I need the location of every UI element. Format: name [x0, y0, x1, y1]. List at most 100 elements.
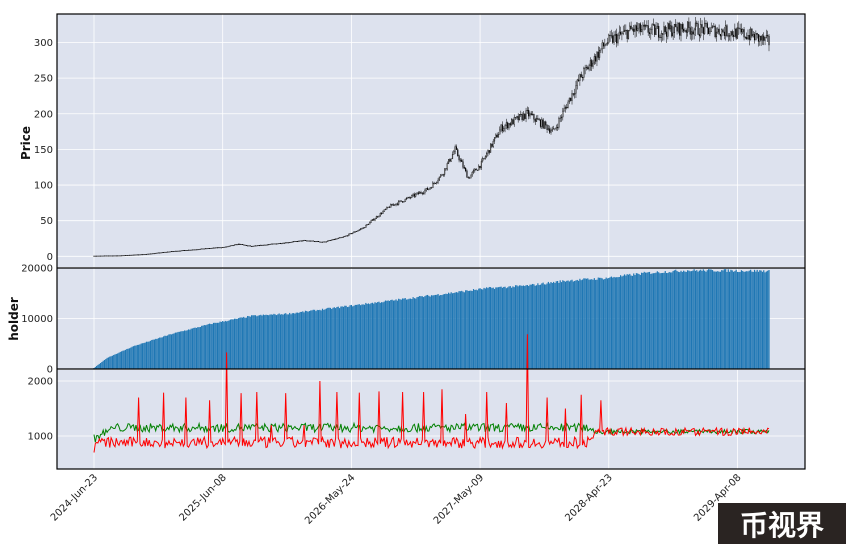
holder-bar	[195, 327, 198, 369]
price-candle-body	[727, 35, 729, 37]
price-candle-body	[764, 37, 766, 41]
price-candle-body	[142, 254, 144, 256]
price-candle-body	[516, 116, 518, 118]
holder-bar	[254, 315, 257, 369]
price-candle-body	[491, 143, 493, 147]
price-candle-body	[651, 24, 653, 30]
price-candle-body	[100, 255, 102, 257]
price-candle-body	[405, 198, 408, 200]
price-candle-body	[734, 28, 736, 37]
holder-bar	[693, 269, 695, 369]
price-candle-body	[306, 240, 308, 242]
price-candle-body	[211, 247, 213, 249]
price-candle-body	[575, 85, 577, 94]
holder-bar	[135, 345, 137, 369]
price-candle-body	[103, 255, 106, 257]
holder-bar	[223, 321, 225, 369]
holder-bar	[595, 279, 597, 369]
holder-bar	[398, 298, 400, 369]
price-candle-body	[156, 252, 158, 254]
holder-bar	[124, 349, 127, 369]
price-candle-body	[113, 255, 115, 257]
price-candle-body	[274, 243, 276, 245]
holder-bar	[606, 278, 609, 369]
price-candle-body	[671, 25, 673, 37]
holder-bar	[767, 270, 769, 369]
price-candle-body	[445, 168, 447, 170]
price-candle-body	[328, 240, 330, 242]
price-candle-body	[233, 244, 236, 246]
price-candle-body	[273, 243, 275, 245]
price-candle-body	[650, 29, 652, 34]
holder-bar	[428, 295, 430, 369]
holder-bar	[387, 300, 389, 369]
holder-bar	[396, 300, 398, 369]
price-candle-body	[383, 209, 385, 212]
price-candle-body	[747, 35, 749, 40]
price-candle-body	[197, 249, 199, 251]
price-candle-body	[759, 36, 761, 42]
holder-bar	[214, 322, 216, 369]
holder-bar	[289, 312, 291, 369]
price-candle-body	[687, 21, 689, 33]
holder-bar	[739, 271, 741, 369]
y-tick-label: 0	[47, 252, 53, 263]
price-candle-body	[768, 35, 770, 46]
holder-bar	[684, 271, 686, 369]
price-candle-body	[219, 247, 221, 249]
holder-bar	[164, 335, 166, 369]
x-tick-label: 2024-Jun-23	[49, 472, 100, 523]
price-candle-body	[479, 165, 481, 168]
holder-bar	[717, 271, 719, 369]
price-candle-body	[522, 113, 524, 121]
price-candle-body	[134, 254, 136, 256]
price-candle-body	[684, 30, 686, 32]
holder-bar	[541, 283, 543, 369]
price-candle-body	[591, 60, 593, 67]
holder-bar	[189, 329, 191, 369]
price-axis-label: Price	[19, 126, 33, 160]
price-candle-body	[287, 242, 289, 244]
price-candle-body	[578, 79, 580, 81]
price-candle-body	[140, 254, 142, 256]
price-candle-body	[258, 245, 261, 247]
holder-bar	[542, 282, 544, 369]
holder-bar	[429, 296, 431, 369]
holder-bar	[533, 284, 535, 369]
price-candle-body	[185, 250, 187, 252]
price-candle-body	[551, 128, 553, 131]
activity-panel	[57, 370, 805, 469]
holder-bar	[496, 287, 498, 369]
holder-bar	[321, 308, 324, 369]
holder-bar	[350, 304, 352, 369]
price-candle-body	[205, 248, 207, 250]
holder-bar	[511, 287, 513, 369]
price-candle-body	[392, 204, 394, 206]
price-candle-body	[349, 233, 351, 235]
price-candle-body	[579, 74, 581, 81]
price-candle-body	[222, 246, 224, 248]
price-candle-body	[588, 65, 590, 70]
holder-bar	[757, 271, 760, 369]
holder-bar	[191, 328, 194, 369]
price-candle-body	[413, 194, 415, 197]
price-candle-body	[735, 28, 737, 39]
holder-bar	[667, 273, 669, 369]
price-candle-body	[398, 200, 400, 205]
price-candle-body	[421, 192, 423, 194]
price-candle-body	[696, 22, 698, 24]
holder-bar	[659, 273, 661, 369]
price-candle-body	[504, 125, 506, 129]
holder-bar	[152, 339, 154, 369]
price-candle-body	[245, 244, 247, 246]
holder-bar	[625, 275, 627, 369]
price-candle-body	[490, 143, 492, 153]
holder-bar	[115, 353, 117, 369]
holder-bar	[457, 292, 459, 369]
holder-bar	[538, 285, 540, 369]
holder-bar	[638, 274, 640, 369]
price-candle-body	[546, 124, 548, 130]
price-candle-body	[223, 246, 225, 248]
holder-bar	[697, 271, 699, 369]
price-candle-body	[325, 241, 328, 243]
